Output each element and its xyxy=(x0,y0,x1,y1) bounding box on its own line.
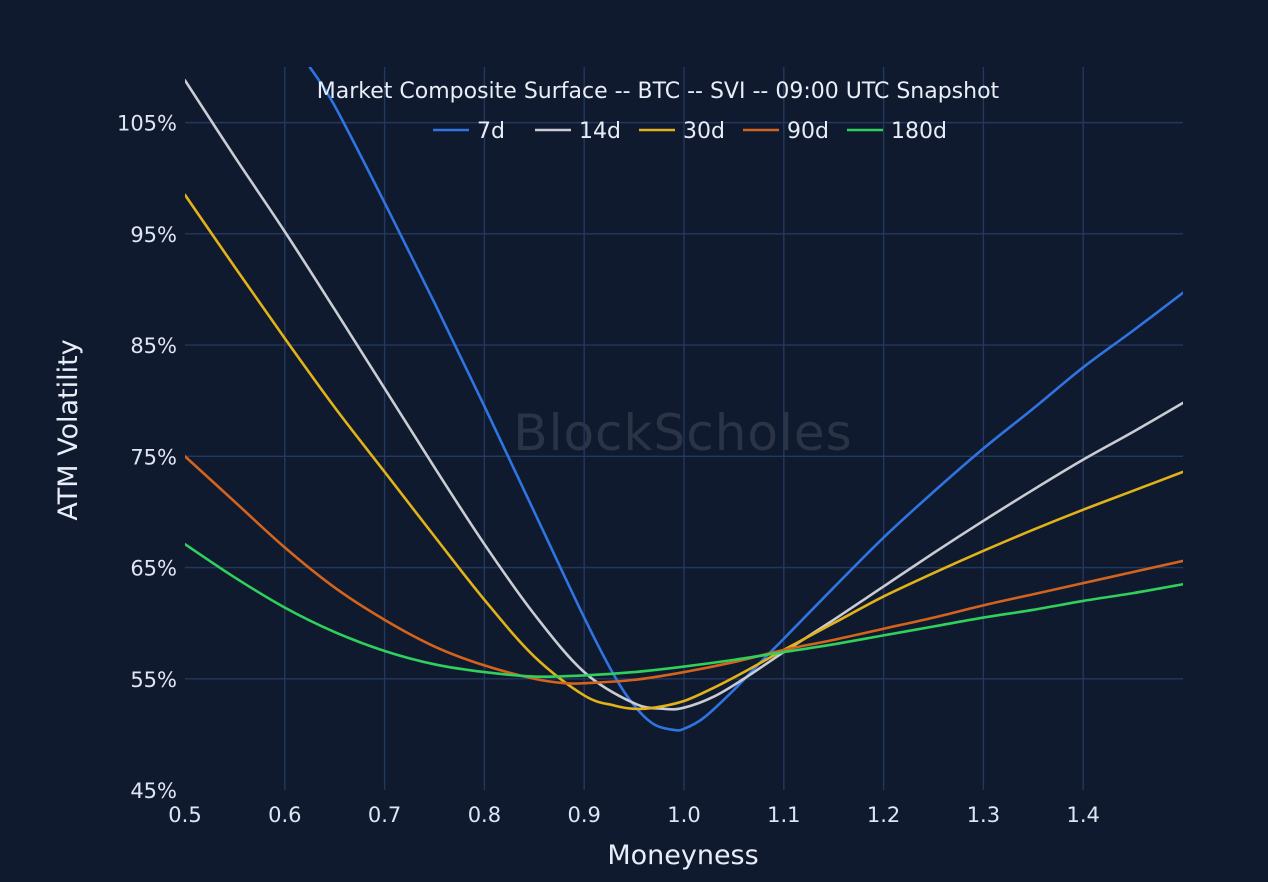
x-tick-label: 0.8 xyxy=(468,803,501,827)
y-tick-label: 105% xyxy=(117,112,177,136)
x-tick-label: 1.0 xyxy=(667,803,700,827)
series-line-14d xyxy=(185,79,1183,711)
y-tick-label: 65% xyxy=(130,557,177,581)
y-tick-label: 95% xyxy=(130,223,177,247)
y-tick-label: 45% xyxy=(130,779,177,803)
grid xyxy=(185,67,1183,790)
series-line-90d xyxy=(185,455,1183,686)
y-axis-ticks: 45% 55% 65% 75% 85% 95% 105% xyxy=(117,112,177,803)
x-axis-ticks: 0.5 0.6 0.7 0.8 0.9 1.0 1.1 1.2 1.3 1.4 xyxy=(168,803,1100,827)
x-tick-label: 1.3 xyxy=(967,803,1000,827)
chart-title: Market Composite Surface -- BTC -- SVI -… xyxy=(317,79,1000,104)
series-line-30d xyxy=(185,193,1183,711)
y-tick-label: 55% xyxy=(130,668,177,692)
watermark: BlockScholes xyxy=(513,404,852,462)
legend-label: 7d xyxy=(477,119,505,144)
legend-label: 180d xyxy=(891,119,947,144)
legend-item-90d: 90d xyxy=(743,119,829,144)
y-tick-label: 75% xyxy=(130,445,177,469)
series-line-180d xyxy=(185,542,1183,679)
legend-label: 30d xyxy=(683,119,725,144)
x-axis-title: Moneyness xyxy=(607,840,758,871)
x-tick-label: 0.7 xyxy=(368,803,401,827)
y-axis-title: ATM Volatility xyxy=(53,339,84,520)
plot-area xyxy=(185,67,1183,732)
x-tick-label: 0.5 xyxy=(168,803,201,827)
legend-item-7d: 7d xyxy=(433,119,505,144)
series-line-7d xyxy=(308,67,1183,732)
y-tick-label: 85% xyxy=(130,334,177,358)
legend-label: 90d xyxy=(787,119,829,144)
legend: 7d 14d 30d 90d 180d xyxy=(433,119,947,144)
x-tick-label: 0.9 xyxy=(567,803,600,827)
legend-item-14d: 14d xyxy=(535,119,621,144)
x-tick-label: 1.4 xyxy=(1066,803,1099,827)
legend-label: 14d xyxy=(579,119,621,144)
x-tick-label: 1.2 xyxy=(867,803,900,827)
legend-item-30d: 30d xyxy=(639,119,725,144)
legend-item-180d: 180d xyxy=(847,119,947,144)
x-tick-label: 0.6 xyxy=(268,803,301,827)
x-tick-label: 1.1 xyxy=(767,803,800,827)
series-lines xyxy=(185,67,1183,732)
